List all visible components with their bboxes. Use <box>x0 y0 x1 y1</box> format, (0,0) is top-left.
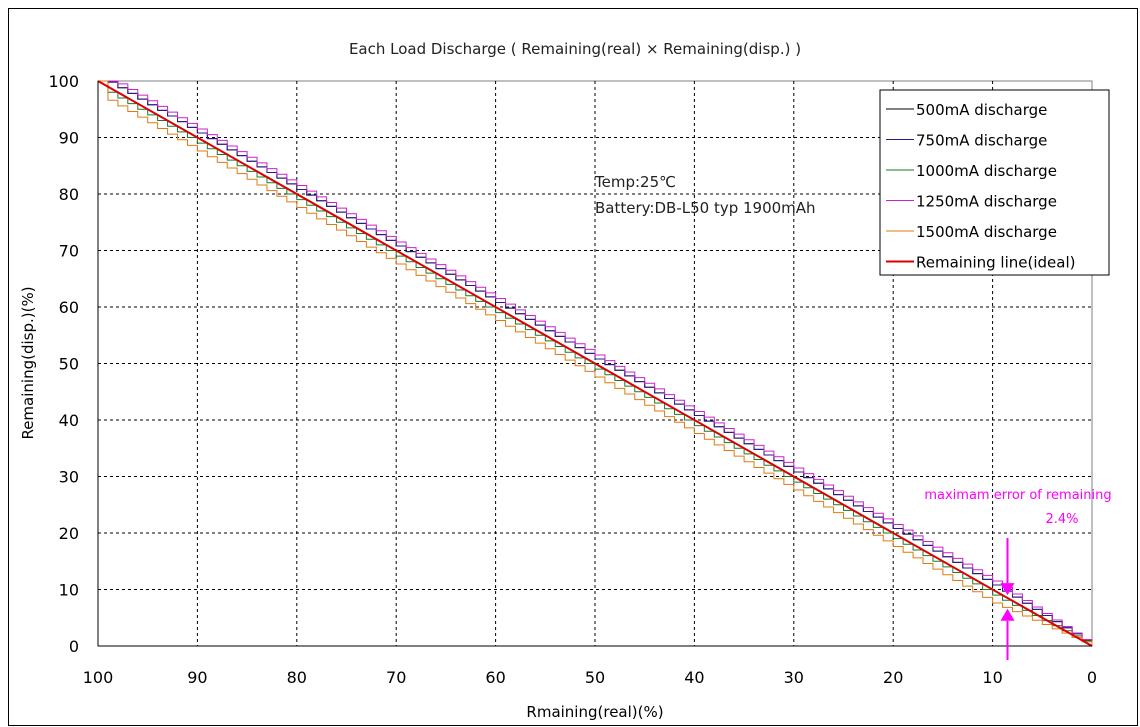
x-tick-label: 50 <box>585 668 605 687</box>
x-tick-label: 70 <box>386 668 406 687</box>
x-axis-label: Rmaining(real)(%) <box>526 703 663 721</box>
x-tick-label: 10 <box>982 668 1002 687</box>
series-step-line <box>98 80 1093 646</box>
legend-label: 1500mA discharge <box>916 223 1057 241</box>
x-axis-ticks: 100 90 80 70 60 50 40 30 20 10 0 <box>83 668 1097 687</box>
legend-label: 1000mA discharge <box>916 162 1057 180</box>
error-annotation: maximam error of remaining 2.4% <box>924 488 1112 660</box>
y-tick-label: 90 <box>59 129 79 148</box>
y-tick-label: 20 <box>59 524 79 543</box>
series-step-line <box>98 80 1093 646</box>
x-tick-label: 90 <box>187 668 207 687</box>
x-tick-label: 40 <box>684 668 704 687</box>
chart-title: Each Load Discharge ( Remaining(real) × … <box>349 40 801 58</box>
legend-label: Remaining line(ideal) <box>916 254 1075 272</box>
x-tick-label: 30 <box>784 668 804 687</box>
y-tick-label: 100 <box>48 72 79 91</box>
legend-label: 750mA discharge <box>916 132 1047 150</box>
temperature-note: Temp:25℃ <box>594 173 676 191</box>
y-tick-label: 80 <box>59 185 79 204</box>
annotation-text: maximam error of remaining <box>924 488 1111 503</box>
y-tick-label: 70 <box>59 242 79 261</box>
legend: 500mA discharge 750mA discharge 1000mA dis… <box>879 89 1110 276</box>
annotation-arrow-head-up <box>1000 608 1015 621</box>
battery-note: Battery:DB-L50 typ 1900mAh <box>595 199 816 217</box>
series-layer <box>97 80 1093 647</box>
legend-label: 1250mA discharge <box>916 193 1057 211</box>
legend-box <box>879 89 1110 276</box>
x-tick-label: 100 <box>83 668 114 687</box>
y-tick-label: 0 <box>69 637 79 656</box>
y-tick-label: 40 <box>59 411 79 430</box>
y-tick-label: 50 <box>59 355 79 374</box>
series-step-line <box>98 80 1093 646</box>
legend-label: 500mA discharge <box>916 101 1047 119</box>
annotation-arrow-head-down <box>1000 583 1015 596</box>
y-tick-label: 30 <box>59 468 79 487</box>
x-tick-label: 60 <box>485 668 505 687</box>
annotation-value: 2.4% <box>1045 512 1078 527</box>
y-tick-label: 10 <box>59 581 79 600</box>
x-tick-label: 80 <box>287 668 307 687</box>
series-line <box>97 80 1093 647</box>
y-axis-label: Remaining(disp.)(%) <box>19 286 37 439</box>
x-tick-label: 0 <box>1087 668 1097 687</box>
x-tick-label: 20 <box>883 668 903 687</box>
y-tick-label: 60 <box>59 298 79 317</box>
